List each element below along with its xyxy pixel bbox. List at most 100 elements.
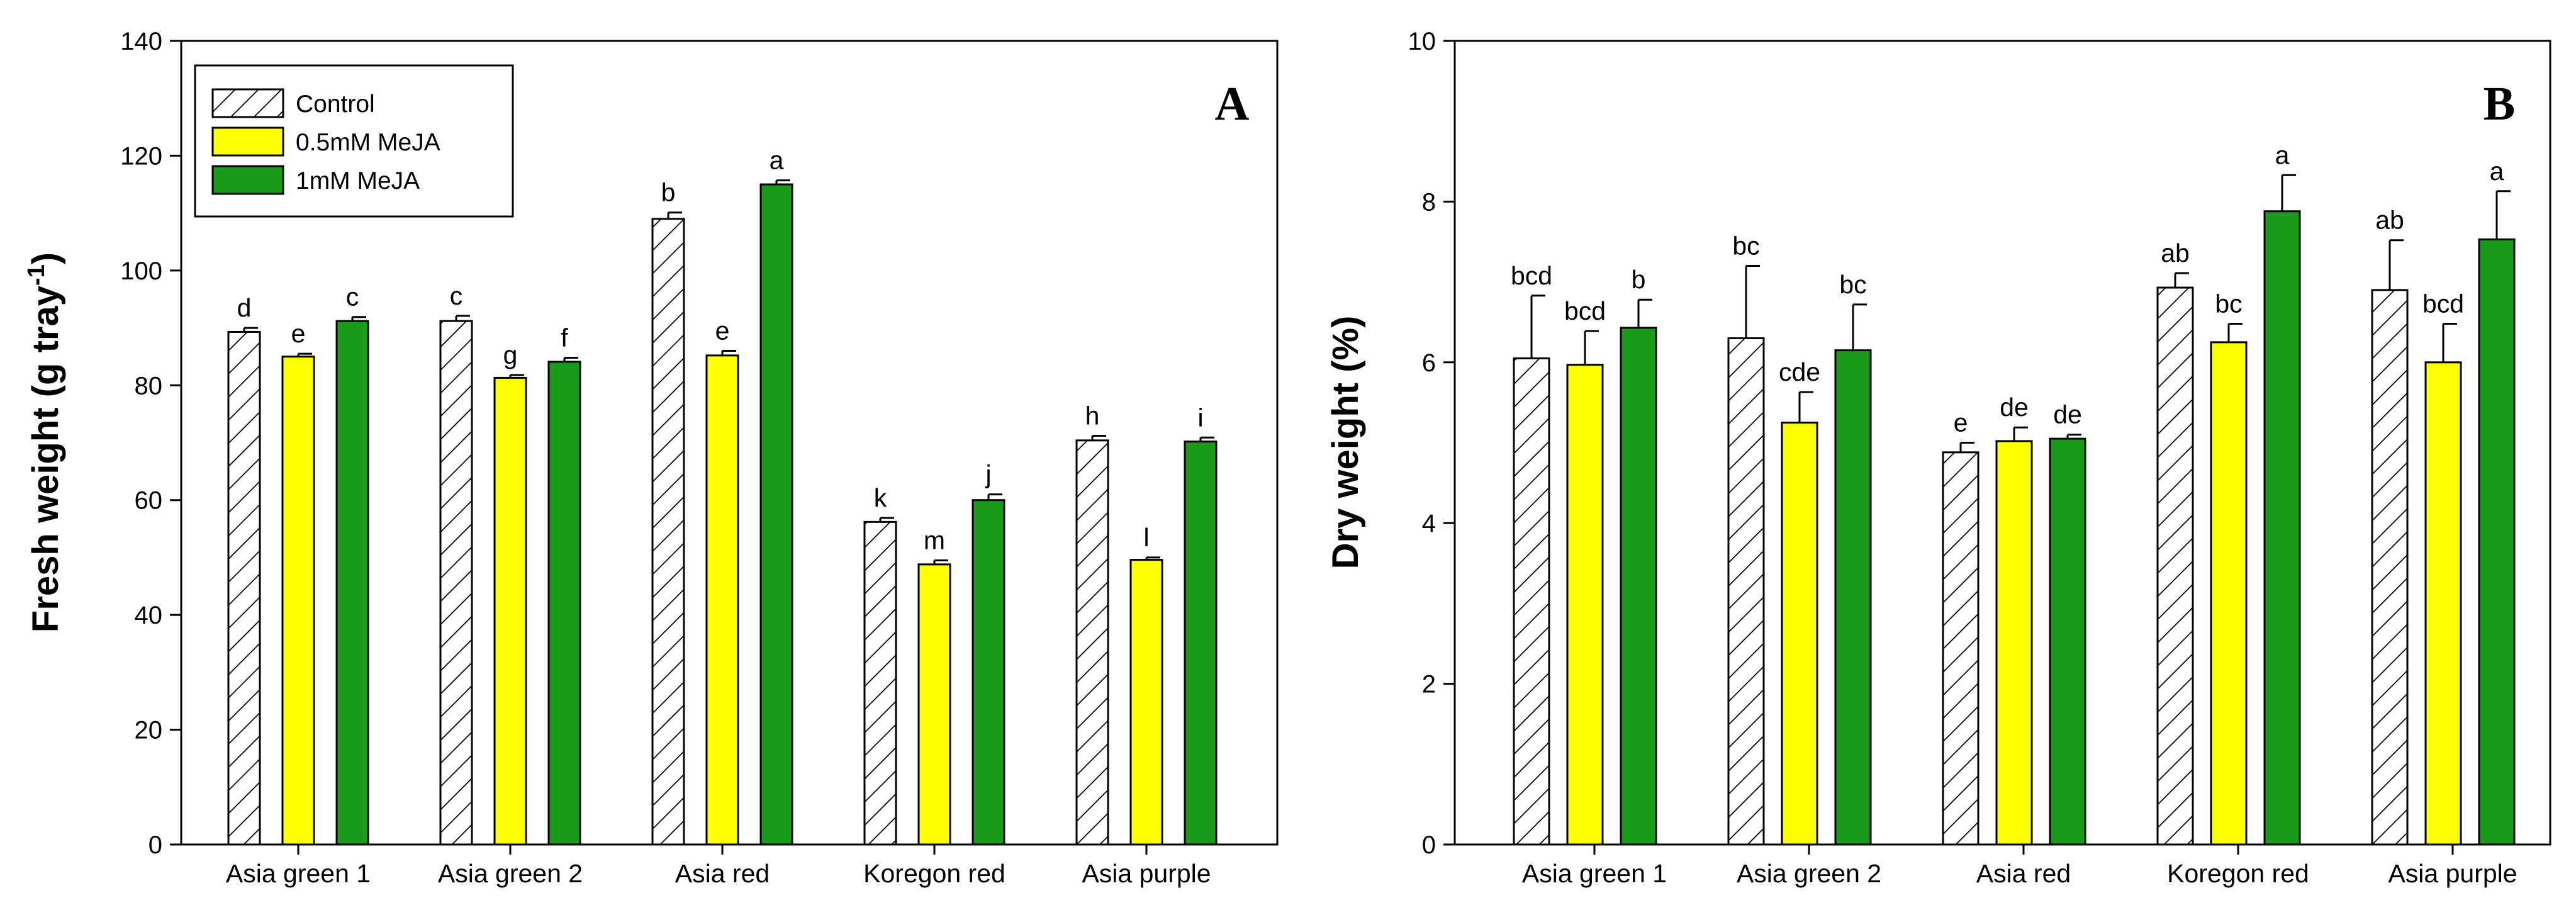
panel-b-bar-0-5mm-meja-asia-green-1 xyxy=(1566,364,1604,846)
panel-a-significance-label: d xyxy=(237,293,252,322)
legend-swatch-0-5mm-meja xyxy=(211,126,284,157)
legend-label-1mm-meja: 1mM MeJA xyxy=(296,167,420,194)
legend-item-0-5mm-meja: 0.5mM MeJA xyxy=(211,126,440,157)
legend-label-control: Control xyxy=(296,91,375,118)
panel-a-y-tick-label: 40 xyxy=(135,602,163,629)
panel-b-y-axis-title: Dry weight (%) xyxy=(1325,316,1366,570)
panel-b-y-tick-label: 4 xyxy=(1422,510,1436,537)
panel-b-bar-0-5mm-meja-asia-green-2 xyxy=(1781,422,1818,846)
panel-b-significance-label: bcd xyxy=(1511,261,1552,290)
panel-a-bar-control-koregon-red xyxy=(863,520,897,846)
panel-a-significance-label: k xyxy=(874,483,887,512)
panel-b-bar-1mm-meja-asia-green-1 xyxy=(1620,327,1657,846)
panel-b-bar-0-5mm-meja-asia-red xyxy=(1995,440,2033,846)
legend-swatch-1mm-meja xyxy=(211,165,284,195)
panel-a-y-tick-label: 20 xyxy=(135,717,163,744)
panel-a-bars: d e c c g f b e a k m j h l i xyxy=(227,146,1218,846)
legend-label-0-5mm-meja: 0.5mM MeJA xyxy=(296,129,440,156)
panel-a-y-axis-title: Fresh weight (g tray-1) xyxy=(23,252,66,632)
panel-b-significance-label: a xyxy=(2275,140,2290,169)
panel-a-significance-label: m xyxy=(924,525,945,554)
legend: Control 0.5mM MeJA 1mM MeJA xyxy=(194,64,514,218)
panel-a-y-tick-label: 120 xyxy=(120,142,162,170)
panel-b-bar-1mm-meja-asia-purple xyxy=(2478,238,2516,846)
panel-b-significance-label: de xyxy=(2053,400,2082,429)
panel-b-significance-label: bc xyxy=(1732,232,1759,261)
panel-a-significance-label: g xyxy=(503,340,518,369)
panel-b-bar-1mm-meja-asia-red xyxy=(2049,437,2086,846)
panel-a-fresh-weight-chart: A 0 20 40 60 80 100 120 140 d e c c g f b e a k m j h l i Asi… xyxy=(23,28,1279,888)
panel-a-bar-1mm-meja-asia-green-2 xyxy=(547,361,581,846)
panel-a-significance-label: h xyxy=(1085,401,1100,430)
panel-b-bar-1mm-meja-koregon-red xyxy=(2263,210,2301,846)
panel-b-y-tick-label: 10 xyxy=(1408,28,1436,55)
panel-b-significance-label: bc xyxy=(1839,270,1866,299)
panel-b-bar-control-asia-purple xyxy=(2371,289,2409,846)
panel-b-y-tick-label: 0 xyxy=(1422,831,1436,859)
panel-b-category-labels: Asia green 1 Asia green 2 Asia red Koregon … xyxy=(1522,845,2517,888)
panel-b-bar-1mm-meja-asia-green-2 xyxy=(1834,349,1872,846)
panel-a-y-tick-label: 60 xyxy=(135,487,163,515)
panel-b-bar-control-asia-green-1 xyxy=(1513,357,1550,846)
panel-a-bar-0-5mm-meja-asia-green-2 xyxy=(493,376,527,846)
panel-a-bar-1mm-meja-asia-green-1 xyxy=(335,320,369,846)
panel-a-category-label-koregon-red: Koregon red xyxy=(863,859,1005,888)
panel-b-category-label-asia-purple: Asia purple xyxy=(2388,859,2517,888)
panel-b-significance-label: bc xyxy=(2215,289,2242,318)
panel-b-significance-label: bcd xyxy=(1564,296,1606,325)
panel-a-significance-label: e xyxy=(715,317,730,345)
legend-item-control: Control xyxy=(211,88,375,118)
panel-b-significance-label: ab xyxy=(2161,239,2190,267)
panel-b-significance-label: bcd xyxy=(2422,289,2464,318)
panel-b-bar-control-asia-green-2 xyxy=(1727,337,1765,846)
panel-a-bar-0-5mm-meja-asia-green-1 xyxy=(281,356,315,846)
panel-b-significance-label: b xyxy=(1632,265,1646,294)
panel-b-category-label-asia-green-1: Asia green 1 xyxy=(1522,859,1667,888)
panel-b-bar-0-5mm-meja-asia-purple xyxy=(2424,361,2462,846)
panel-a-bar-0-5mm-meja-asia-red xyxy=(705,354,739,846)
panel-a-category-label-asia-purple: Asia purple xyxy=(1082,859,1211,888)
panel-a-letter: A xyxy=(1215,77,1250,130)
panel-b-category-label-koregon-red: Koregon red xyxy=(2167,859,2309,888)
panel-a-significance-label: j xyxy=(985,460,991,489)
panel-a-category-label-asia-red: Asia red xyxy=(675,859,770,888)
panel-a-category-label-asia-green-2: Asia green 2 xyxy=(438,859,583,888)
panel-a-significance-label: a xyxy=(770,146,784,175)
panel-b-y-axis: 0 2 4 6 8 10 xyxy=(1408,28,1455,859)
panel-a-significance-label: b xyxy=(661,178,676,207)
panel-a-significance-label: f xyxy=(561,323,568,352)
panel-a-significance-label: c xyxy=(346,283,359,312)
panel-a-y-tick-label: 140 xyxy=(120,28,162,55)
panel-a-bar-1mm-meja-koregon-red xyxy=(972,499,1005,846)
panel-a-bar-0-5mm-meja-koregon-red xyxy=(917,563,951,846)
panel-a-significance-label: l xyxy=(1143,523,1149,552)
panel-a-bar-control-asia-green-2 xyxy=(439,320,473,846)
panel-b-bar-control-koregon-red xyxy=(2156,286,2194,846)
panel-a-bar-1mm-meja-asia-red xyxy=(759,183,793,846)
panel-b-significance-label: e xyxy=(1954,408,1968,437)
panel-b-significance-label: cde xyxy=(1779,357,1820,386)
panel-a-y-tick-label: 0 xyxy=(148,831,162,859)
panel-b-letter: B xyxy=(2484,77,2516,130)
panel-b-significance-label: a xyxy=(2490,157,2504,186)
panel-a-category-label-asia-green-1: Asia green 1 xyxy=(226,859,371,888)
panel-b-significance-label: de xyxy=(2000,393,2029,422)
panel-a-significance-label: i xyxy=(1197,403,1203,432)
panel-b-category-label-asia-green-2: Asia green 2 xyxy=(1737,859,1881,888)
panel-a-bar-1mm-meja-asia-purple xyxy=(1184,441,1218,846)
panel-b-bar-control-asia-red xyxy=(1942,451,1980,846)
panel-b-y-tick-label: 2 xyxy=(1422,671,1436,699)
panel-a-y-axis: 0 20 40 60 80 100 120 140 xyxy=(120,28,181,859)
panel-a-y-tick-label: 100 xyxy=(120,257,162,285)
panel-a-category-labels: Asia green 1 Asia green 2 Asia red Koregon … xyxy=(226,845,1211,888)
panel-a-significance-label: e xyxy=(291,319,306,348)
panel-b-y-tick-label: 8 xyxy=(1422,188,1436,216)
panel-b-category-label-asia-red: Asia red xyxy=(1976,859,2071,888)
panel-a-bar-control-asia-purple xyxy=(1075,439,1109,846)
legend-swatch-control xyxy=(211,88,284,118)
panel-a-bar-control-asia-green-1 xyxy=(227,330,261,846)
panel-a-significance-label: c xyxy=(450,281,463,310)
